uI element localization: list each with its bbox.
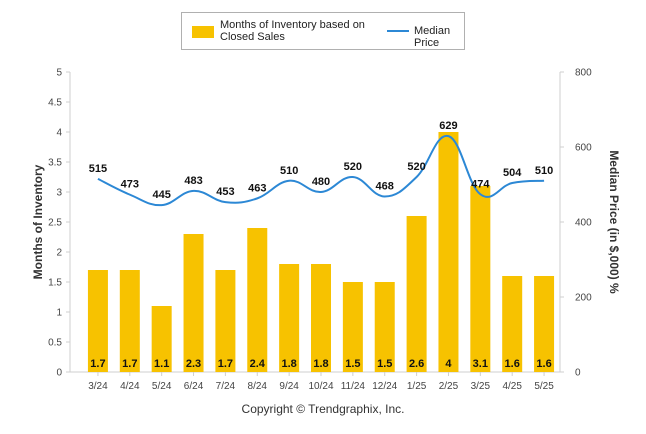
left-tick-label: 3.5 (48, 158, 62, 169)
right-tick-label: 200 (575, 293, 592, 304)
right-axis-title: Median Price (in $,000) % (607, 150, 621, 294)
x-tick-label: 5/25 (534, 381, 554, 392)
inventory-bar (247, 228, 268, 372)
x-tick-label: 7/24 (216, 381, 236, 392)
bar-value-label: 1.5 (345, 358, 360, 370)
inventory-bar (470, 186, 491, 372)
price-value-label: 468 (376, 181, 394, 193)
price-value-label: 463 (248, 182, 266, 194)
x-tick-label: 5/24 (152, 381, 172, 392)
inventory-bar (502, 276, 523, 372)
bar-value-label: 1.7 (90, 358, 105, 370)
median-price-line (97, 135, 545, 207)
bar-value-label: 1.6 (536, 358, 551, 370)
bar-value-label: 2.4 (250, 358, 266, 370)
inventory-bar (87, 270, 108, 372)
inventory-bar (279, 264, 300, 372)
right-tick-label: 800 (575, 68, 592, 79)
price-value-label: 510 (535, 165, 553, 177)
bar-value-label: 3.1 (473, 358, 488, 370)
price-value-label: 483 (184, 175, 202, 187)
left-tick-label: 0.5 (48, 338, 62, 349)
left-tick-label: 1.5 (48, 278, 62, 289)
left-tick-label: 0 (56, 368, 62, 379)
left-tick-label: 4.5 (48, 98, 62, 109)
bar-value-label: 1.8 (281, 358, 296, 370)
bar-value-label: 1.7 (122, 358, 137, 370)
left-tick-label: 2.5 (48, 218, 62, 229)
left-tick-label: 3 (56, 188, 62, 199)
x-tick-label: 4/24 (120, 381, 140, 392)
price-value-label: 515 (89, 163, 107, 175)
price-value-label: 510 (280, 165, 298, 177)
price-value-label: 445 (152, 189, 170, 201)
bar-value-label: 2.3 (186, 358, 201, 370)
bar-value-label: 1.7 (218, 358, 233, 370)
inventory-bar (534, 276, 555, 372)
inventory-bar (311, 264, 331, 372)
price-value-label: 453 (216, 186, 234, 198)
inventory-bar (215, 270, 236, 372)
legend-line-swatch (387, 30, 409, 32)
x-tick-label: 6/24 (184, 381, 204, 392)
bar-value-label: 1.6 (505, 358, 520, 370)
x-tick-label: 4/25 (502, 381, 522, 392)
x-tick-label: 1/25 (407, 381, 427, 392)
price-value-label: 474 (471, 178, 490, 190)
legend-line-label: Median Price (414, 25, 451, 49)
right-tick-label: 600 (575, 143, 592, 154)
copyright-text: Copyright © Trendgraphix, Inc. (241, 402, 405, 416)
legend-bar-swatch (192, 26, 214, 38)
left-tick-label: 1 (56, 308, 62, 319)
right-tick-label: 400 (575, 218, 592, 229)
x-tick-label: 8/24 (248, 381, 268, 392)
left-tick-label: 2 (56, 248, 62, 259)
price-value-label: 504 (503, 167, 522, 179)
x-tick-label: 2/25 (439, 381, 459, 392)
x-tick-label: 9/24 (279, 381, 299, 392)
chart-legend: Months of Inventory based on Closed Sale… (181, 12, 465, 50)
price-value-label: 480 (312, 176, 330, 188)
x-tick-label: 11/24 (341, 381, 366, 392)
bar-value-label: 1.1 (154, 358, 169, 370)
right-tick-label: 0 (575, 368, 581, 379)
inventory-bar (342, 282, 363, 372)
x-tick-label: 12/24 (372, 381, 397, 392)
left-tick-label: 4 (56, 128, 62, 139)
bar-value-label: 2.6 (409, 358, 424, 370)
bar-value-label: 1.8 (313, 358, 328, 370)
bar-value-label: 4 (445, 358, 452, 370)
price-value-label: 520 (407, 161, 425, 173)
inventory-bar (438, 132, 459, 372)
inventory-bar (406, 216, 427, 372)
bar-value-label: 1.5 (377, 358, 392, 370)
x-tick-label: 10/24 (308, 381, 333, 392)
left-tick-label: 5 (56, 68, 62, 79)
x-tick-label: 3/25 (471, 381, 491, 392)
price-value-label: 520 (344, 161, 362, 173)
left-axis-title: Months of Inventory (31, 164, 45, 279)
inventory-bar (151, 306, 172, 372)
price-value-label: 629 (439, 120, 457, 132)
x-tick-label: 3/24 (88, 381, 108, 392)
inventory-bar (183, 234, 204, 372)
inventory-bar (119, 270, 140, 372)
legend-bar-label: Months of Inventory based on Closed Sale… (220, 19, 365, 43)
inventory-bar (374, 282, 395, 372)
price-value-label: 473 (121, 179, 139, 191)
